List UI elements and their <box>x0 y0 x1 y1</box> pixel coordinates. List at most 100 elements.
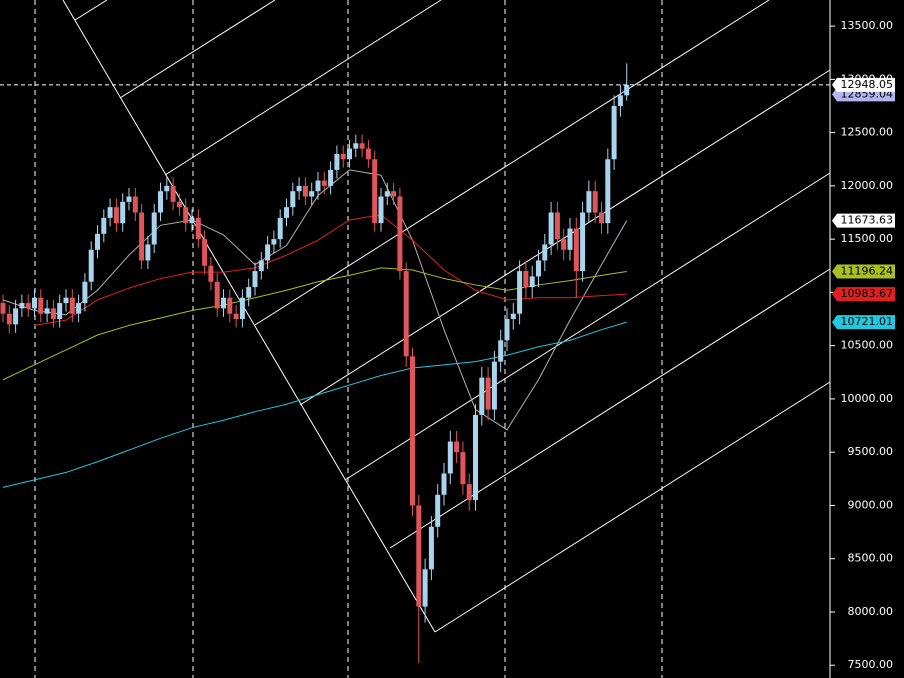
candle-body <box>32 297 37 309</box>
moving-average <box>34 214 627 326</box>
candle-body <box>586 191 592 213</box>
pitchfork-line <box>434 381 831 633</box>
time-grid <box>34 0 663 678</box>
candle-body <box>561 239 567 250</box>
candle-body <box>328 169 334 186</box>
pitchfork-handle <box>62 0 436 633</box>
ma-tag: 11673.63 <box>841 214 894 227</box>
candle-body <box>321 180 327 186</box>
candle-body <box>605 159 611 224</box>
candle-body <box>195 217 201 240</box>
candle-body <box>498 340 504 362</box>
candle-body <box>277 217 283 240</box>
candle-body <box>542 244 548 261</box>
pitchfork-line <box>389 268 831 549</box>
candle-body <box>221 297 226 309</box>
candle-body <box>132 196 138 213</box>
pitchfork-line <box>299 69 831 406</box>
candle-body <box>529 276 535 288</box>
candle-body <box>183 207 189 224</box>
candle-body <box>107 207 113 218</box>
candle-body <box>290 191 296 208</box>
candle-body <box>441 473 447 495</box>
candle-body <box>479 377 485 415</box>
candle-body <box>410 356 415 506</box>
pitchfork-line <box>74 0 108 21</box>
candle-body <box>567 228 573 250</box>
y-tick-label: 10500.00 <box>841 339 894 352</box>
candle-body <box>435 494 441 527</box>
ma-tag: 11196.24 <box>841 264 894 277</box>
y-tick-label: 9000.00 <box>848 498 894 511</box>
candle-body <box>233 313 239 320</box>
pitchfork-line <box>254 0 770 326</box>
candle-body <box>624 84 630 96</box>
candle-body <box>76 303 82 314</box>
candle-body <box>227 297 233 314</box>
candle-body <box>13 308 19 325</box>
ma-tag-bg <box>832 213 895 228</box>
candle-body <box>365 148 371 160</box>
candle-body <box>347 148 352 160</box>
candle-body <box>416 505 422 607</box>
candle-body <box>189 217 195 224</box>
candle-body <box>359 143 365 149</box>
y-tick-label: 12000.00 <box>841 179 894 192</box>
candle-body <box>315 180 321 192</box>
pitchfork-line <box>164 0 442 176</box>
candle-body <box>523 271 529 288</box>
candle-body <box>50 308 56 320</box>
candle-body <box>353 143 359 149</box>
candle-body <box>428 526 434 570</box>
candle-body <box>573 228 579 272</box>
candle-body <box>284 207 289 218</box>
candle-body <box>120 201 126 224</box>
candle-body <box>485 377 491 410</box>
candle-body <box>309 191 315 197</box>
candle-body <box>580 212 586 272</box>
ma-tag: 10721.01 <box>841 315 894 328</box>
last-price-tag-bg <box>832 77 895 92</box>
y-tick-label: 7500.00 <box>848 658 894 671</box>
candle-body <box>617 95 623 106</box>
candle-body <box>214 281 220 309</box>
candle-body <box>101 217 107 234</box>
moving-average <box>2 169 628 431</box>
candle-body <box>403 271 409 357</box>
candle-body <box>384 191 390 197</box>
candle-body <box>95 233 100 250</box>
candle-body <box>422 569 428 607</box>
candle-body <box>447 441 453 474</box>
last-price-tag: 12948.05 <box>841 78 894 91</box>
candle-body <box>239 297 245 320</box>
candle-body <box>611 105 617 160</box>
candle-body <box>57 303 63 320</box>
candle-body <box>151 212 157 245</box>
candle-body <box>340 153 346 160</box>
moving-average <box>2 321 627 488</box>
ma-tag-bg <box>832 287 895 302</box>
y-tick-label: 12500.00 <box>841 126 894 139</box>
candle-body <box>536 260 541 277</box>
candle-body <box>510 313 516 320</box>
candle-body <box>139 212 145 261</box>
candle-body <box>63 297 69 304</box>
candle-body <box>491 361 497 410</box>
y-tick-label: 9500.00 <box>848 445 894 458</box>
candle-body <box>88 249 94 282</box>
candle-body <box>460 452 466 485</box>
ma-tag-bg <box>832 315 895 330</box>
candle-body <box>170 185 176 202</box>
candle-body <box>334 153 340 170</box>
candle-body <box>302 185 308 197</box>
candle-body <box>592 191 598 213</box>
candle-body <box>473 414 478 501</box>
candle-body <box>44 308 50 314</box>
candle-body <box>202 239 208 266</box>
candle-body <box>466 484 472 501</box>
candle-body <box>397 196 403 272</box>
pitchfork-line <box>119 0 276 99</box>
candle-body <box>164 185 170 192</box>
candle-body <box>271 239 277 245</box>
